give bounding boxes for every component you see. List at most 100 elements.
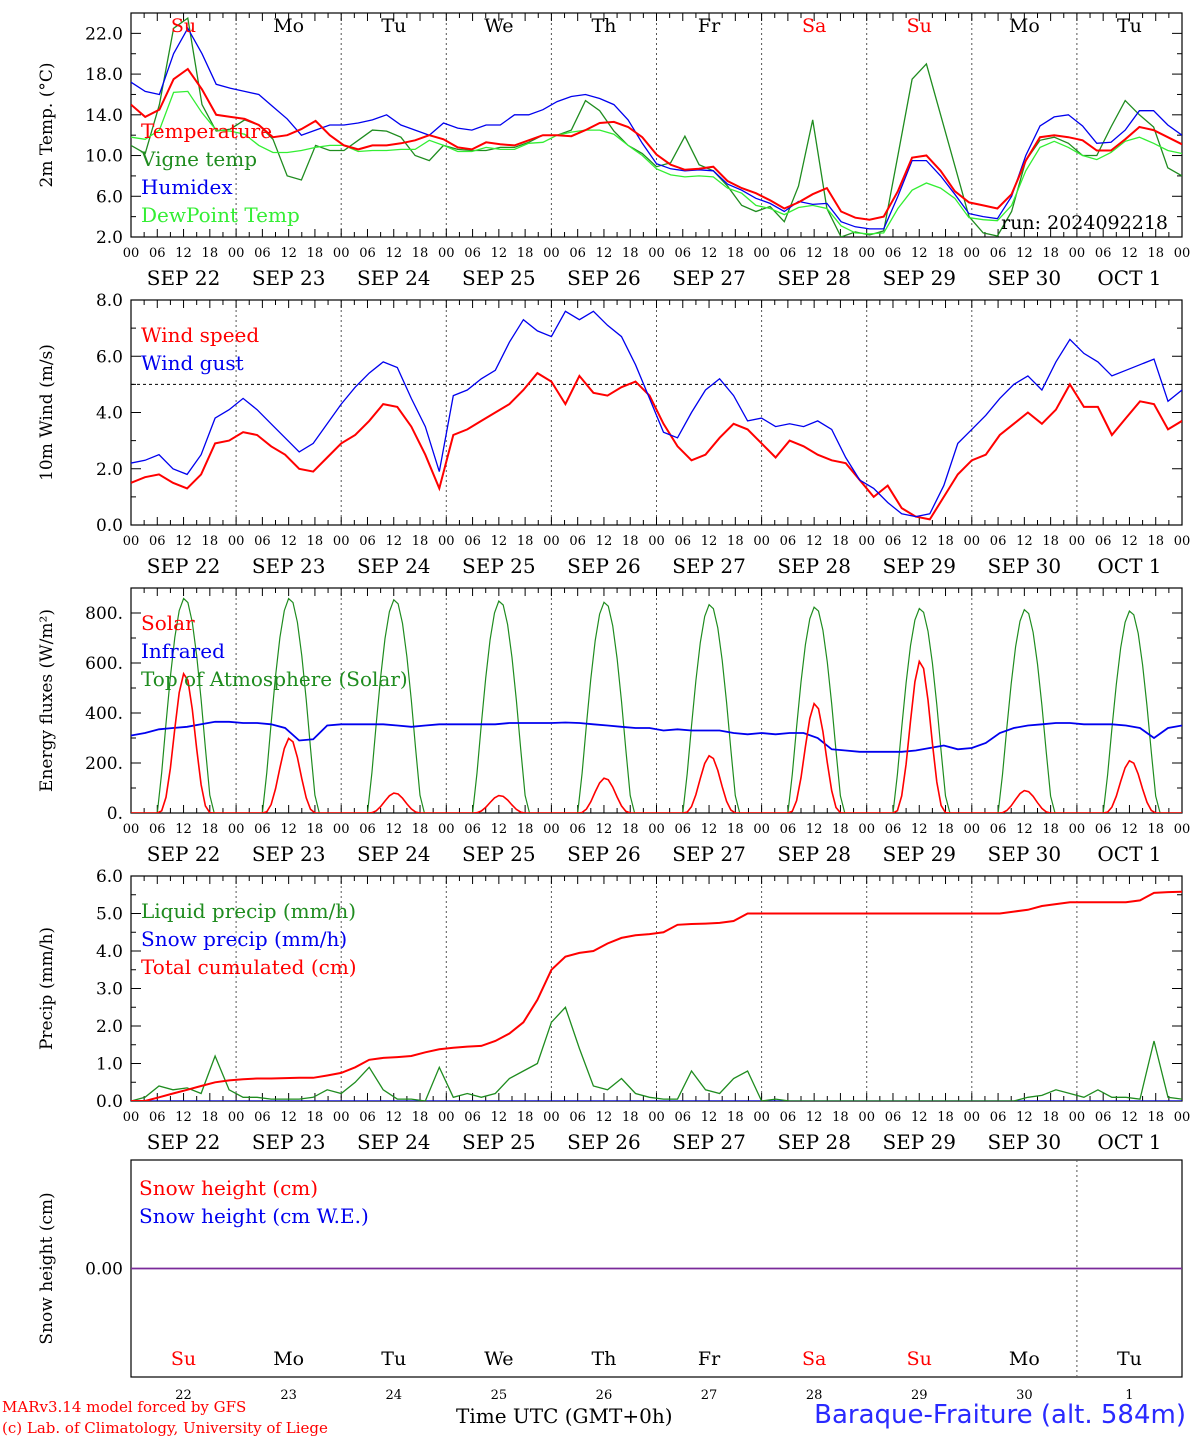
- date-label: OCT 1: [1097, 1130, 1161, 1154]
- hour-tick-label: 18: [517, 1110, 534, 1125]
- hour-tick-label: 12: [806, 1110, 823, 1125]
- day-number-label: 26: [596, 1388, 613, 1403]
- hour-tick-label: 18: [937, 822, 954, 837]
- y-tick-label: 0.: [107, 804, 123, 824]
- hour-tick-label: 06: [149, 534, 166, 549]
- y-tick-label: 800.: [85, 604, 123, 624]
- legend-entry: Vigne temp: [140, 147, 257, 171]
- hour-tick-label: 12: [280, 822, 297, 837]
- hour-tick-label: 18: [412, 534, 429, 549]
- hour-tick-label: 18: [727, 822, 744, 837]
- hour-tick-label: 06: [464, 246, 481, 261]
- legend-entry: Total cumulated (cm): [141, 955, 357, 979]
- hour-tick-label: 18: [937, 534, 954, 549]
- hour-tick-label: 18: [832, 534, 849, 549]
- y-axis-label: Energy fluxes (W/m²): [37, 609, 57, 792]
- hour-tick-label: 12: [911, 1110, 928, 1125]
- series-line-wind-speed: [131, 371, 1182, 521]
- hour-tick-label: 00: [753, 1110, 770, 1125]
- hour-tick-label: 12: [491, 534, 508, 549]
- hour-tick-label: 12: [911, 246, 928, 261]
- hour-tick-label: 18: [622, 1110, 639, 1125]
- hour-tick-label: 18: [307, 534, 324, 549]
- hour-tick-label: 12: [1016, 246, 1033, 261]
- hour-tick-label: 00: [438, 822, 455, 837]
- hour-tick-label: 06: [1095, 246, 1112, 261]
- series-line-dewpoint-temp: [131, 90, 1182, 235]
- hour-tick-label: 06: [464, 1110, 481, 1125]
- hour-tick-label: 12: [911, 534, 928, 549]
- hour-tick-label: 00: [648, 1110, 665, 1125]
- hour-tick-label: 00: [753, 246, 770, 261]
- date-label: SEP 24: [357, 1130, 431, 1154]
- hour-tick-label: 06: [569, 534, 586, 549]
- y-tick-label: 4.0: [96, 942, 123, 962]
- hour-tick-label: 00: [543, 1110, 560, 1125]
- day-of-week-label: Th: [591, 15, 616, 37]
- hour-tick-label: 18: [412, 822, 429, 837]
- hour-tick-label: 12: [596, 246, 613, 261]
- hour-tick-label: 00: [648, 822, 665, 837]
- hour-tick-label: 00: [964, 1110, 981, 1125]
- legend-entry: Humidex: [141, 175, 233, 199]
- hour-tick-label: 00: [438, 534, 455, 549]
- y-tick-label: 22.0: [85, 24, 123, 44]
- hour-tick-label: 18: [202, 246, 219, 261]
- legend-entry: Wind gust: [141, 351, 244, 375]
- date-label: SEP 25: [462, 842, 536, 866]
- hour-tick-label: 00: [123, 822, 140, 837]
- hour-tick-label: 00: [648, 246, 665, 261]
- day-of-week-label: Tu: [381, 1348, 406, 1370]
- date-label: SEP 23: [252, 266, 326, 290]
- hour-tick-label: 06: [1095, 534, 1112, 549]
- series-line-temperature: [131, 67, 1182, 221]
- hour-tick-label: 06: [780, 534, 797, 549]
- y-tick-label: 2.0: [96, 460, 123, 480]
- series-line-infrared: [131, 720, 1182, 753]
- hour-tick-label: 12: [1121, 1110, 1138, 1125]
- hour-tick-label: 00: [858, 534, 875, 549]
- hour-tick-label: 18: [1147, 246, 1164, 261]
- date-label: SEP 26: [567, 266, 641, 290]
- hour-tick-label: 12: [1121, 534, 1138, 549]
- series-line-solar: [131, 659, 1182, 813]
- series-line-toa: [131, 597, 1182, 813]
- day-number-label: 23: [280, 1388, 297, 1403]
- hour-tick-label: 18: [1147, 1110, 1164, 1125]
- date-label: SEP 30: [988, 266, 1062, 290]
- hour-tick-label: 00: [858, 246, 875, 261]
- hour-tick-label: 06: [359, 246, 376, 261]
- y-tick-label: 1.0: [96, 1055, 123, 1075]
- date-label: SEP 27: [672, 266, 746, 290]
- hour-tick-label: 00: [964, 246, 981, 261]
- hour-tick-label: 00: [1174, 1110, 1191, 1125]
- hour-tick-label: 06: [254, 822, 271, 837]
- y-tick-label: 4.0: [96, 404, 123, 424]
- hour-tick-label: 00: [333, 1110, 350, 1125]
- hour-tick-label: 00: [228, 822, 245, 837]
- series-line-vigne-temp: [131, 16, 1182, 237]
- hour-tick-label: 00: [333, 822, 350, 837]
- hour-tick-label: 18: [307, 822, 324, 837]
- hour-tick-label: 12: [175, 822, 192, 837]
- hour-tick-label: 18: [832, 246, 849, 261]
- hour-tick-label: 06: [675, 246, 692, 261]
- hour-tick-label: 00: [228, 246, 245, 261]
- hour-tick-label: 06: [990, 534, 1007, 549]
- hour-tick-label: 18: [1147, 534, 1164, 549]
- hour-tick-label: 18: [622, 822, 639, 837]
- date-label: SEP 27: [672, 1130, 746, 1154]
- y-axis-label: Precip (mm/h): [37, 927, 57, 1050]
- date-label: OCT 1: [1097, 554, 1161, 578]
- hour-tick-label: 00: [1174, 822, 1191, 837]
- hour-tick-label: 06: [885, 534, 902, 549]
- date-label: SEP 23: [252, 554, 326, 578]
- y-tick-label: 6.0: [96, 867, 123, 887]
- y-tick-label: 5.0: [96, 905, 123, 925]
- hour-tick-label: 12: [1016, 822, 1033, 837]
- hour-tick-label: 00: [858, 822, 875, 837]
- day-of-week-label: Tu: [1117, 1348, 1142, 1370]
- hour-tick-label: 12: [1016, 1110, 1033, 1125]
- hour-tick-label: 00: [858, 1110, 875, 1125]
- hour-tick-label: 06: [359, 1110, 376, 1125]
